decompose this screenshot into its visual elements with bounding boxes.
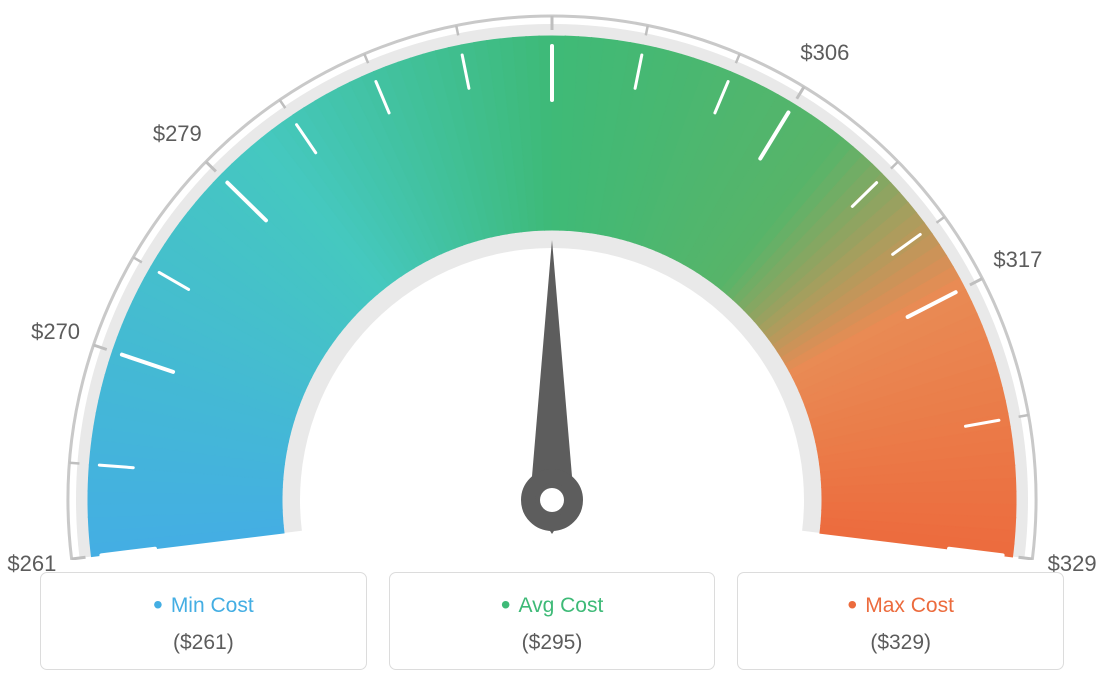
legend-min-value: ($261) xyxy=(51,631,356,655)
legend-avg-value: ($295) xyxy=(400,631,705,655)
gauge-svg xyxy=(0,0,1104,560)
gauge-tick-label: $317 xyxy=(993,247,1042,273)
legend-row: Min Cost ($261) Avg Cost ($295) Max Cost… xyxy=(40,572,1064,670)
legend-min-card: Min Cost ($261) xyxy=(40,572,367,670)
legend-avg-label: Avg Cost xyxy=(400,589,705,621)
gauge-tick-label: $270 xyxy=(31,319,80,345)
legend-max-label: Max Cost xyxy=(748,589,1053,621)
gauge-tick-label: $306 xyxy=(800,40,849,66)
legend-max-card: Max Cost ($329) xyxy=(737,572,1064,670)
legend-min-label: Min Cost xyxy=(51,589,356,621)
gauge-tick-label: $279 xyxy=(153,121,202,147)
legend-max-value: ($329) xyxy=(748,631,1053,655)
legend-avg-card: Avg Cost ($295) xyxy=(389,572,716,670)
cost-gauge: $261$270$279$295$306$317$329 xyxy=(0,0,1104,560)
